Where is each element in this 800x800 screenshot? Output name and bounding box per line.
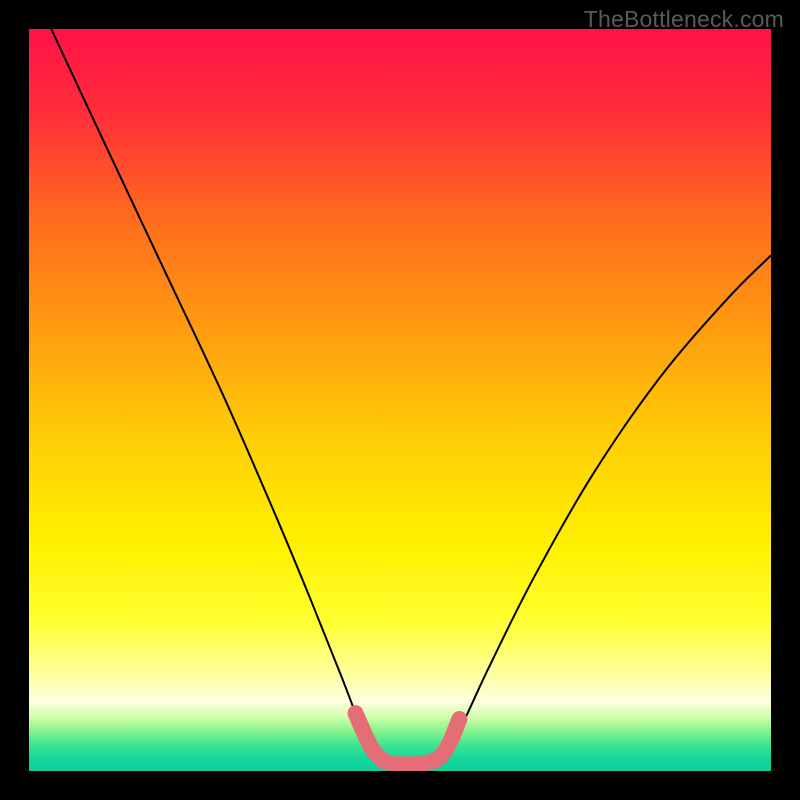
watermark-text: TheBottleneck.com — [584, 6, 784, 33]
valley-highlight — [355, 713, 459, 764]
plot-area — [29, 29, 771, 771]
chart-svg — [29, 29, 771, 771]
bottleneck-curve — [51, 29, 771, 770]
